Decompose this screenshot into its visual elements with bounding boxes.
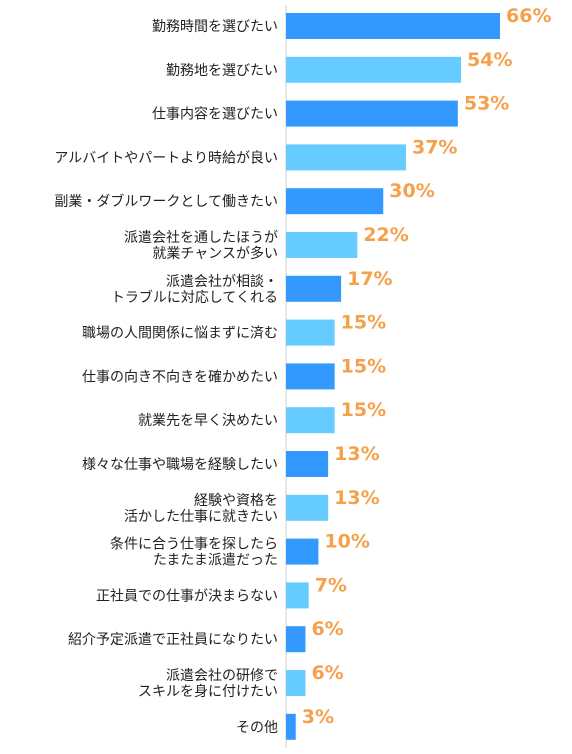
category-label: 仕事の向き不向きを確かめたい (82, 369, 278, 385)
bar (286, 232, 358, 258)
value-label: 6% (311, 618, 343, 640)
value-label: 30% (389, 180, 434, 202)
category-label: 派遣会社を通したほうが就業チャンスが多い (124, 230, 278, 262)
bar (286, 582, 309, 609)
value-label: 15% (341, 312, 386, 334)
value-label: 6% (311, 662, 343, 684)
category-label: 副業・ダブルワークとして働きたい (54, 193, 278, 210)
bar (286, 319, 335, 346)
bar (286, 538, 319, 565)
bar (286, 100, 458, 127)
value-label: 22% (363, 224, 408, 246)
value-label: 13% (334, 487, 379, 509)
bar (286, 670, 306, 696)
bar (286, 188, 384, 215)
bar (286, 56, 462, 83)
value-label: 3% (302, 706, 334, 728)
category-label: 勤務時間を選びたい (152, 19, 278, 35)
value-label: 37% (412, 136, 457, 158)
category-label: 派遣会社の研修でスキルを身に付けたい (138, 668, 278, 700)
category-label: 仕事内容を選びたい (152, 106, 278, 123)
bar (286, 144, 406, 171)
bar (286, 713, 296, 740)
value-label: 66% (506, 5, 551, 27)
bar (286, 494, 329, 521)
category-label: 経験や資格を活かした仕事に就きたい (124, 493, 278, 525)
category-label: 条件に合う仕事を探したらたまたま派遣だった (110, 536, 278, 569)
value-label: 13% (334, 443, 379, 465)
category-label: 紹介予定派遣で正社員になりたい (68, 632, 278, 648)
value-label: 17% (347, 268, 392, 290)
value-label: 54% (467, 49, 512, 71)
value-label: 10% (324, 531, 369, 553)
bar (286, 451, 329, 477)
category-label: 様々な仕事や職場を経験したい (82, 457, 278, 473)
value-label: 15% (341, 355, 386, 377)
bar (286, 407, 335, 434)
bar (286, 13, 500, 39)
category-label: 正社員での仕事が決まらない (96, 588, 278, 604)
bar (286, 363, 335, 390)
value-label: 53% (464, 93, 509, 115)
category-label: その他 (236, 720, 278, 736)
category-label: 派遣会社が相談・トラブルに対応してくれる (111, 274, 278, 306)
category-label: 就業先を早く決めたい (138, 413, 278, 429)
bar (286, 626, 306, 653)
category-label: 勤務地を選びたい (166, 63, 278, 79)
value-label: 15% (341, 399, 386, 421)
category-label: アルバイトやパートより時給が良い (54, 150, 278, 166)
bar (286, 275, 342, 302)
category-label: 職場の人間関係に悩まずに済む (82, 326, 278, 342)
value-label: 7% (315, 574, 347, 596)
